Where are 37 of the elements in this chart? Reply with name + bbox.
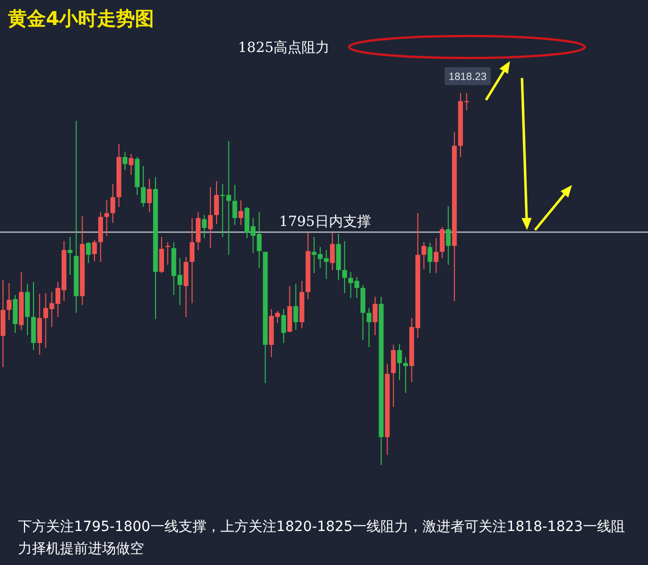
candlestick	[147, 178, 152, 213]
candlestick	[366, 308, 372, 348]
candlestick	[86, 242, 91, 264]
candlestick	[391, 344, 396, 408]
candlestick	[6, 282, 12, 320]
candlestick	[281, 308, 286, 344]
candlestick	[422, 242, 426, 270]
candlestick	[68, 236, 72, 276]
candlestick	[232, 184, 238, 226]
candlestick	[122, 152, 128, 171]
candlestick	[330, 232, 335, 271]
candlestick	[238, 200, 244, 226]
candlestick	[128, 154, 134, 176]
chart-title: 黄金4小时走势图	[7, 8, 154, 30]
candlestick	[104, 200, 110, 236]
candlestick	[110, 184, 116, 224]
text: 下方关注1795-1800一线支撑，上方关注1820-1825一线阻力，激进者可关注1818-1823一线阻力择机提前进场做空	[18, 518, 626, 559]
candlestick	[140, 165, 146, 208]
annotation: 1818.23	[448, 71, 487, 84]
candlestick	[397, 344, 402, 381]
text: 1825高点阻力	[238, 40, 330, 56]
candlestick	[446, 206, 451, 266]
candlestick	[190, 217, 194, 304]
candlestick	[202, 214, 207, 239]
candlestick	[372, 296, 378, 336]
candlestick	[159, 236, 164, 274]
candlestick	[434, 238, 438, 274]
candlestick	[293, 283, 298, 330]
candlestick	[342, 240, 347, 294]
ref-line-label: 1795日内支撑	[279, 214, 371, 230]
candlestick	[208, 186, 213, 249]
candlestick	[214, 180, 219, 224]
price-tag: 1818.23	[444, 67, 491, 86]
candlestick	[403, 356, 408, 394]
candlestick	[428, 242, 432, 274]
candlestick	[440, 226, 445, 259]
candlestick	[92, 239, 97, 262]
